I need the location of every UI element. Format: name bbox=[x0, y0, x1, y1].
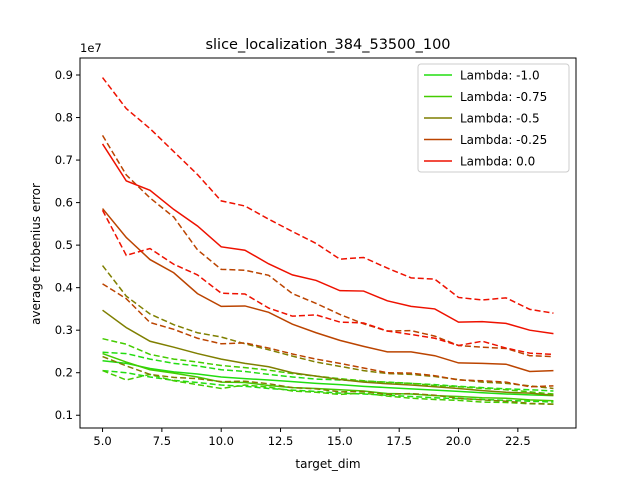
series-mean-line bbox=[101, 208, 554, 373]
plot-frame bbox=[79, 57, 577, 429]
legend-box bbox=[417, 63, 570, 173]
series-mean-line bbox=[102, 352, 554, 402]
x-tick-label: 20.0 bbox=[446, 434, 472, 448]
series-lower-bound-line bbox=[102, 283, 554, 388]
series-lower-bound-line bbox=[102, 355, 554, 405]
series-lower-bound-line bbox=[102, 369, 554, 405]
series-upper-bound-line bbox=[101, 135, 554, 358]
x-tick-label: 17.5 bbox=[386, 434, 412, 448]
y-offset-label: 1e7 bbox=[80, 41, 102, 55]
legend-label: Lambda: -1.0 bbox=[460, 69, 540, 83]
y-tick-label: 0.5 bbox=[55, 238, 73, 252]
chart-title: slice_localization_384_53500_100 bbox=[205, 37, 450, 53]
y-tick-label: 0.1 bbox=[55, 408, 73, 422]
x-tick-label: 10.0 bbox=[208, 434, 234, 448]
series-mean-line bbox=[102, 360, 554, 397]
series-mean-line bbox=[101, 143, 554, 335]
series-mean-line bbox=[102, 309, 554, 396]
series-lower-bound-line bbox=[101, 209, 554, 356]
legend: Lambda: -1.0 Lambda: -0.75 Lambda: -0.5 Lam… bbox=[417, 63, 570, 173]
x-tick-label: 5.0 bbox=[93, 434, 111, 448]
series-lower-bound-line bbox=[102, 369, 554, 403]
x-tick-label: 15.0 bbox=[327, 434, 353, 448]
plot-lines bbox=[101, 77, 554, 405]
series-upper-bound-line bbox=[102, 351, 554, 392]
axis-ticks: 5.0 7.5 10.0 12.5 15.0 17.5 20.0 22.5 0.1 0.2 0.3 0… bbox=[55, 68, 531, 448]
legend-label: Lambda: 0.0 bbox=[460, 155, 535, 169]
y-tick-label: 0.2 bbox=[55, 366, 73, 380]
x-tick-label: 12.5 bbox=[268, 434, 294, 448]
series-upper-bound-line bbox=[101, 77, 554, 314]
x-tick-label: 7.5 bbox=[153, 434, 171, 448]
legend-label: Lambda: -0.75 bbox=[460, 90, 547, 104]
y-tick-label: 0.6 bbox=[55, 196, 73, 210]
y-tick-label: 0.9 bbox=[55, 68, 73, 82]
y-tick-label: 0.8 bbox=[55, 111, 73, 125]
y-axis-label: average frobenius error bbox=[29, 183, 43, 325]
x-axis-label: target_dim bbox=[295, 457, 360, 471]
legend-label: Lambda: -0.25 bbox=[460, 133, 547, 147]
legend-label: Lambda: -0.5 bbox=[460, 112, 540, 126]
y-tick-label: 0.7 bbox=[55, 153, 73, 167]
x-tick-label: 22.5 bbox=[505, 434, 531, 448]
y-tick-label: 0.3 bbox=[55, 323, 73, 337]
series-upper-bound-line bbox=[101, 265, 554, 390]
y-tick-label: 0.4 bbox=[55, 281, 73, 295]
